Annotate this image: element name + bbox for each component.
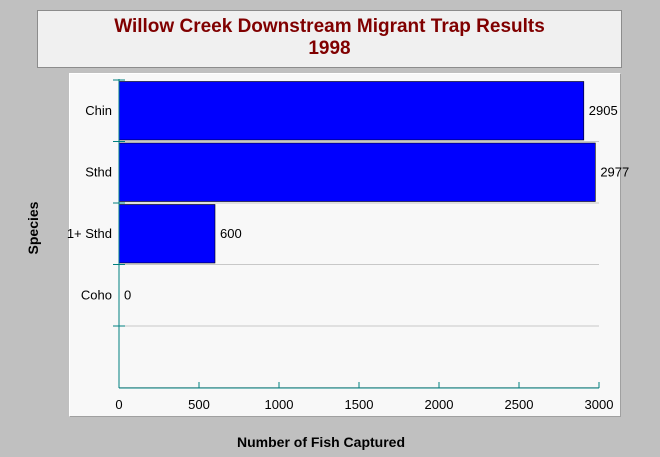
x-tick-label: 2500	[505, 397, 534, 412]
chart-title: Willow Creek Downstream Migrant Trap Res…	[114, 16, 545, 37]
data-label: 0	[124, 287, 131, 302]
chart-title-box: Willow Creek Downstream Migrant Trap Res…	[37, 10, 622, 68]
data-label: 2905	[589, 103, 618, 118]
x-tick-label: 0	[115, 397, 122, 412]
data-label: 600	[220, 226, 242, 241]
y-tick-label: Sthd	[85, 164, 112, 179]
y-tick-label: 1+ Sthd	[67, 226, 112, 241]
bar	[118, 81, 585, 141]
chart-subtitle: 1998	[308, 38, 351, 59]
bar	[118, 204, 216, 264]
x-tick-label: 2000	[425, 397, 454, 412]
y-tick-label: Coho	[81, 287, 112, 302]
x-tick-label: 1500	[345, 397, 374, 412]
x-axis-title: Number of Fish Captured	[236, 434, 406, 450]
x-tick-label: 500	[188, 397, 210, 412]
x-tick-label: 1000	[265, 397, 294, 412]
x-tick-label: 3000	[585, 397, 614, 412]
y-tick-label: Chin	[85, 103, 112, 118]
bar	[118, 142, 596, 202]
y-axis-title: Species	[25, 201, 41, 255]
data-label: 2977	[600, 164, 629, 179]
